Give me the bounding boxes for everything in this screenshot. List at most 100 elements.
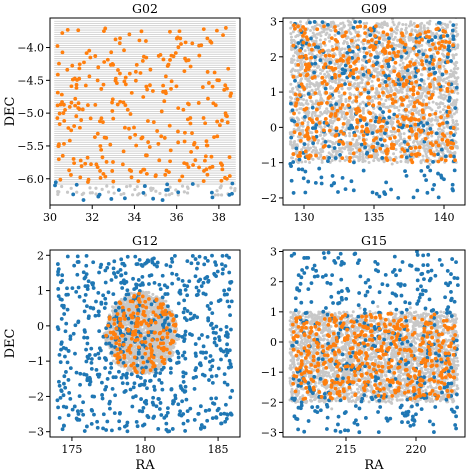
data-point — [439, 173, 443, 178]
data-point — [430, 62, 435, 66]
footprint-point — [427, 42, 431, 46]
data-point — [447, 95, 452, 100]
data-point — [141, 191, 146, 195]
footprint-point — [308, 59, 312, 63]
x-tick-label: 38 — [212, 211, 226, 224]
data-point — [78, 158, 83, 163]
footprint-point — [365, 74, 369, 78]
data-point — [313, 91, 318, 96]
data-point — [397, 82, 402, 87]
footprint-point — [364, 138, 368, 142]
footprint-point — [296, 59, 300, 63]
footprint-point — [439, 101, 443, 105]
footprint-point — [450, 108, 454, 112]
data-point — [416, 128, 421, 132]
data-point — [81, 198, 86, 202]
data-point — [129, 90, 134, 95]
data-point — [392, 69, 397, 74]
data-point — [421, 110, 425, 115]
data-point — [79, 164, 84, 169]
footprint-point — [427, 146, 431, 150]
footprint-point — [321, 137, 325, 141]
data-point — [315, 117, 319, 121]
footprint-point — [292, 54, 296, 58]
footprint-point — [146, 290, 150, 294]
footprint-point — [391, 20, 395, 24]
footprint-point — [302, 145, 306, 149]
footprint-point — [384, 144, 388, 148]
data-point — [111, 160, 115, 164]
footprint-point — [338, 149, 342, 153]
footprint-point — [389, 119, 393, 123]
footprint-point — [392, 65, 396, 69]
footprint-point — [389, 86, 393, 90]
data-point — [416, 122, 421, 127]
data-point — [65, 27, 70, 32]
data-point — [339, 129, 343, 134]
footprint-point — [347, 119, 351, 123]
footprint-point — [291, 143, 295, 147]
data-point — [451, 133, 456, 138]
data-point — [362, 54, 367, 59]
data-point — [388, 57, 393, 61]
footprint-point — [419, 140, 423, 144]
footprint-point — [57, 190, 61, 194]
data-point — [444, 69, 449, 74]
data-point — [59, 92, 64, 97]
footprint-point — [338, 95, 342, 99]
data-point — [324, 90, 329, 95]
footprint-point — [344, 100, 348, 104]
footprint-point — [344, 145, 348, 149]
footprint-point — [315, 149, 319, 153]
footprint-point — [339, 22, 343, 26]
footprint-point — [317, 64, 321, 68]
data-point — [93, 54, 98, 58]
data-point — [65, 67, 70, 72]
footprint-point — [417, 134, 421, 138]
data-point — [387, 76, 391, 81]
footprint-point — [419, 159, 423, 163]
footprint-point — [384, 37, 388, 41]
data-point — [345, 111, 349, 116]
data-point — [99, 116, 104, 121]
footprint-point — [323, 125, 327, 129]
data-point — [113, 78, 118, 83]
footprint-point — [335, 151, 339, 155]
data-point — [425, 165, 430, 169]
footprint-point — [168, 185, 172, 189]
footprint-point — [100, 187, 104, 192]
footprint-point — [362, 69, 366, 73]
data-point — [450, 182, 455, 187]
data-point — [381, 30, 386, 35]
data-point — [422, 139, 427, 144]
data-point — [404, 155, 409, 160]
data-point — [364, 51, 369, 56]
data-point — [298, 48, 302, 53]
data-point — [201, 116, 206, 120]
footprint-point — [414, 59, 418, 63]
data-point — [127, 32, 132, 37]
footprint-point — [375, 92, 379, 96]
footprint-point — [437, 70, 441, 74]
footprint-point — [425, 105, 429, 109]
data-point — [98, 119, 102, 124]
footprint-point — [291, 30, 295, 34]
data-point — [227, 155, 232, 160]
data-point — [371, 103, 376, 108]
data-point — [399, 154, 404, 159]
footprint-point — [363, 159, 367, 163]
footprint-point — [427, 22, 431, 26]
footprint-point — [340, 78, 344, 82]
data-point — [440, 137, 445, 142]
footprint-point — [360, 78, 364, 82]
data-point — [449, 59, 453, 63]
data-point — [337, 73, 342, 78]
data-point — [95, 165, 100, 170]
data-point — [389, 142, 394, 147]
data-point — [308, 20, 312, 25]
footprint-point — [361, 106, 365, 110]
data-point — [176, 45, 181, 50]
data-point — [146, 119, 150, 123]
footprint-point — [411, 37, 415, 41]
